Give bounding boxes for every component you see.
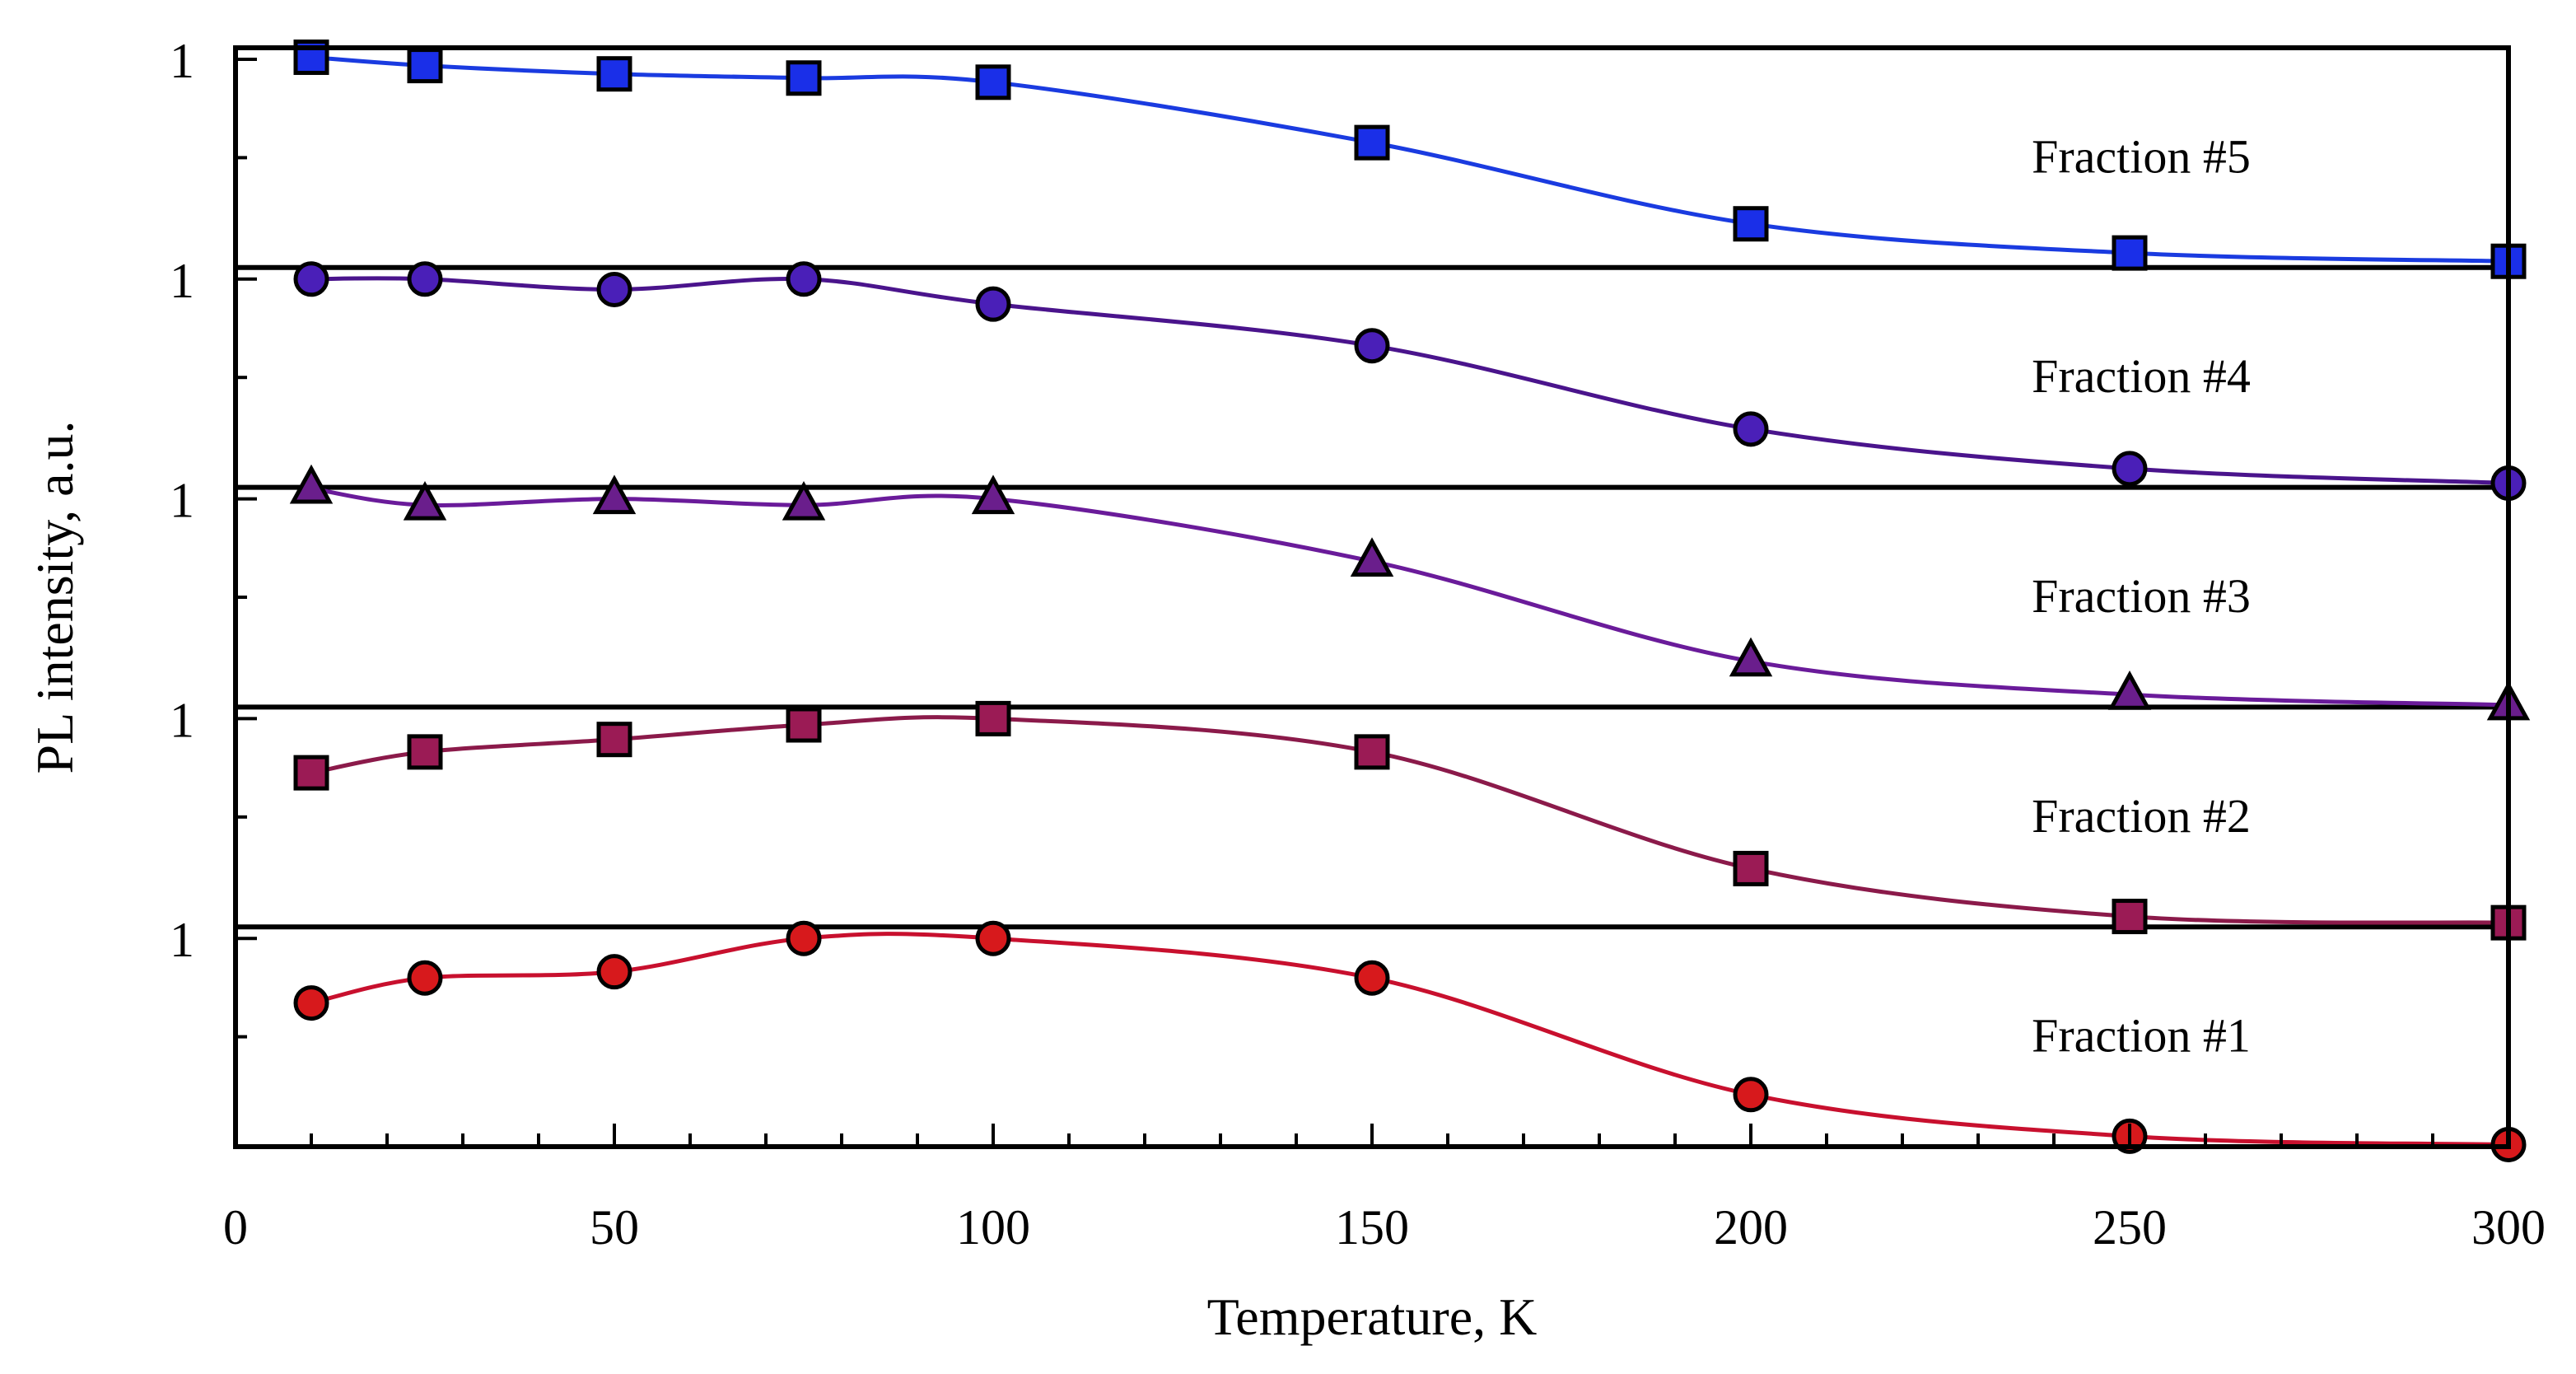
series-labels: Fraction #1 Fraction #2 Fraction #3 Fractio… — [2032, 129, 2251, 1062]
data-point-marker — [407, 48, 443, 84]
data-point-marker — [596, 954, 632, 990]
data-point-marker — [786, 707, 822, 743]
data-point-marker — [407, 960, 443, 996]
data-point-marker — [1354, 734, 1390, 770]
data-point-marker — [786, 261, 822, 297]
data-point-marker — [782, 480, 826, 521]
data-point-marker — [2112, 235, 2148, 271]
data-point-marker — [786, 60, 822, 96]
data-point-marker — [407, 261, 443, 297]
y-tick-labels: 1 1 1 1 1 — [170, 34, 194, 967]
series-label: Fraction #3 — [2032, 569, 2251, 623]
data-point-marker — [1354, 328, 1390, 364]
data-point-marker — [1733, 411, 1769, 447]
x-tick-label: 150 — [1335, 1200, 1409, 1255]
x-tick-labels: 0 50 100 150 200 250 300 — [223, 1200, 2546, 1255]
data-point-marker — [293, 755, 329, 791]
data-point-marker — [596, 271, 632, 307]
data-point-marker — [1350, 537, 1394, 577]
x-tick-label: 200 — [1714, 1200, 1788, 1255]
y-tick-label: 1 — [170, 913, 194, 967]
series-label: Fraction #1 — [2032, 1009, 2251, 1063]
data-point-marker — [1733, 206, 1769, 242]
axis-ticks — [234, 58, 2510, 1147]
data-point-marker — [786, 920, 822, 956]
data-point-marker — [403, 480, 447, 521]
x-tick-label: 100 — [956, 1200, 1030, 1255]
data-point-marker — [975, 700, 1011, 736]
series-line — [310, 54, 2509, 264]
data-point-marker — [1354, 124, 1390, 161]
data-point-marker — [592, 474, 637, 515]
data-point-marker — [2112, 451, 2148, 487]
series-line — [310, 276, 2509, 486]
data-point-marker — [289, 464, 334, 504]
series-label: Fraction #2 — [2032, 789, 2251, 843]
data-point-marker — [2112, 899, 2148, 935]
series-line — [310, 486, 2509, 708]
series-curves — [310, 54, 2509, 1147]
y-axis-title: PL intensity, a.u. — [26, 421, 84, 774]
data-point-marker — [1729, 637, 1773, 677]
data-point-marker — [975, 920, 1011, 956]
data-point-marker — [2107, 671, 2152, 710]
x-axis-title: Temperature, K — [1207, 1288, 1538, 1346]
x-tick-label: 50 — [590, 1200, 639, 1255]
x-tick-label: 0 — [223, 1200, 248, 1255]
series-line — [310, 932, 2509, 1147]
y-tick-label: 1 — [170, 693, 194, 747]
series-label: Fraction #5 — [2032, 129, 2251, 183]
data-point-marker — [1354, 960, 1390, 996]
y-tick-label: 1 — [170, 474, 194, 528]
y-tick-label: 1 — [170, 34, 194, 88]
data-point-marker — [971, 474, 1015, 515]
y-tick-label: 1 — [170, 254, 194, 308]
x-tick-label: 250 — [2093, 1200, 2167, 1255]
x-tick-label: 300 — [2471, 1200, 2546, 1255]
data-point-marker — [293, 261, 329, 297]
data-point-marker — [1733, 850, 1769, 886]
data-point-marker — [975, 64, 1011, 100]
data-point-marker — [1733, 1077, 1769, 1113]
series-line — [310, 715, 2509, 925]
data-point-marker — [596, 722, 632, 758]
data-point-marker — [975, 286, 1011, 322]
data-point-marker — [596, 56, 632, 92]
data-point-marker — [407, 734, 443, 770]
data-point-marker — [293, 985, 329, 1021]
series-label: Fraction #4 — [2032, 349, 2251, 403]
